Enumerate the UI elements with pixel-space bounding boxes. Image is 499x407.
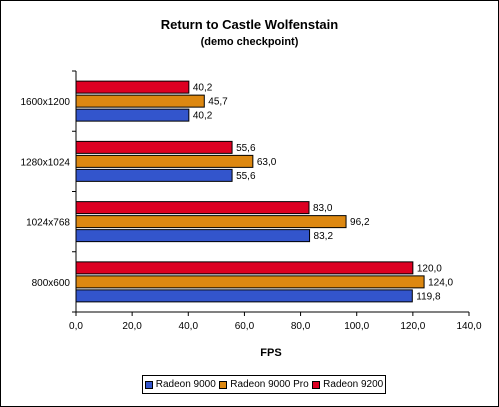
bar-radeon-9200-1280x1024 [75,140,233,154]
x-axis-label: FPS [260,347,282,359]
data-label-radeon-9000-1280x1024: 55,6 [236,171,256,182]
bar-radeon-9000-800x600 [75,289,413,303]
chart-subtitle: (demo checkpoint) [200,36,299,48]
data-label-radeon-9000-pro-800x600: 124,0 [428,277,453,288]
data-label-radeon-9000-pro-1280x1024: 63,0 [257,157,277,168]
data-label-radeon-9200-800x600: 120,0 [417,263,442,274]
chart-title: Return to Castle Wolfenstain [160,17,339,32]
bar-radeon-9000-1024x768 [75,229,311,243]
x-tick-label-20-0: 20,0 [122,321,142,332]
bar-radeon-9000-pro-1024x768 [75,215,347,229]
x-tick-label-0-0: 0,0 [69,321,83,332]
bar-radeon-9200-1600x1200 [75,80,190,94]
bar-radeon-9000-pro-1280x1024 [75,154,254,168]
bar-radeon-9200-800x600 [75,261,414,275]
data-label-radeon-9200-1024x768: 83,0 [313,203,333,214]
legend-swatch-radeon-9000 [144,380,153,389]
bar-radeon-9200-1024x768 [75,201,310,215]
legend-label-radeon-9000-pro: Radeon 9000 Pro [230,379,309,390]
category-label-1600x1200: 1600x1200 [21,97,71,108]
data-label-radeon-9000-1600x1200: 40,2 [193,111,213,122]
data-label-radeon-9000-1024x768: 83,2 [314,231,334,242]
legend-item-radeon-9000-pro: Radeon 9000 Pro [219,379,309,390]
legend-label-radeon-9000: Radeon 9000 [155,379,216,390]
x-tick-label-140-0: 140,0 [456,321,481,332]
data-label-radeon-9000-800x600: 119,8 [416,291,441,302]
x-tick-label-120-0: 120,0 [400,321,425,332]
x-tick-label-80-0: 80,0 [291,321,311,332]
data-label-radeon-9200-1280x1024: 55,6 [236,143,256,154]
data-label-radeon-9000-pro-1024x768: 96,2 [350,217,370,228]
category-label-800x600: 800x600 [32,278,71,289]
category-label-1280x1024: 1280x1024 [21,157,71,168]
legend-label-radeon-9200: Radeon 9200 [323,379,384,390]
x-tick-label-60-0: 60,0 [235,321,255,332]
legend-swatch-radeon-9000-pro [219,380,228,389]
bar-radeon-9000-pro-800x600 [75,275,425,289]
legend-item-radeon-9200: Radeon 9200 [312,379,383,390]
data-label-radeon-9000-pro-1600x1200: 45,7 [208,97,228,108]
x-tick-label-40-0: 40,0 [179,321,199,332]
data-label-radeon-9200-1600x1200: 40,2 [193,83,213,94]
x-tick-label-100-0: 100,0 [344,321,369,332]
category-label-1024x768: 1024x768 [26,218,70,229]
legend-swatch-radeon-9200 [312,380,321,389]
legend: Radeon 9000 Radeon 9000 Pro Radeon 9200 [142,375,386,394]
bar-radeon-9000-pro-1600x1200 [75,94,205,108]
bar-radeon-9000-1600x1200 [75,108,190,122]
legend-item-radeon-9000: Radeon 9000 [144,379,216,390]
bar-radeon-9000-1280x1024 [75,168,233,182]
